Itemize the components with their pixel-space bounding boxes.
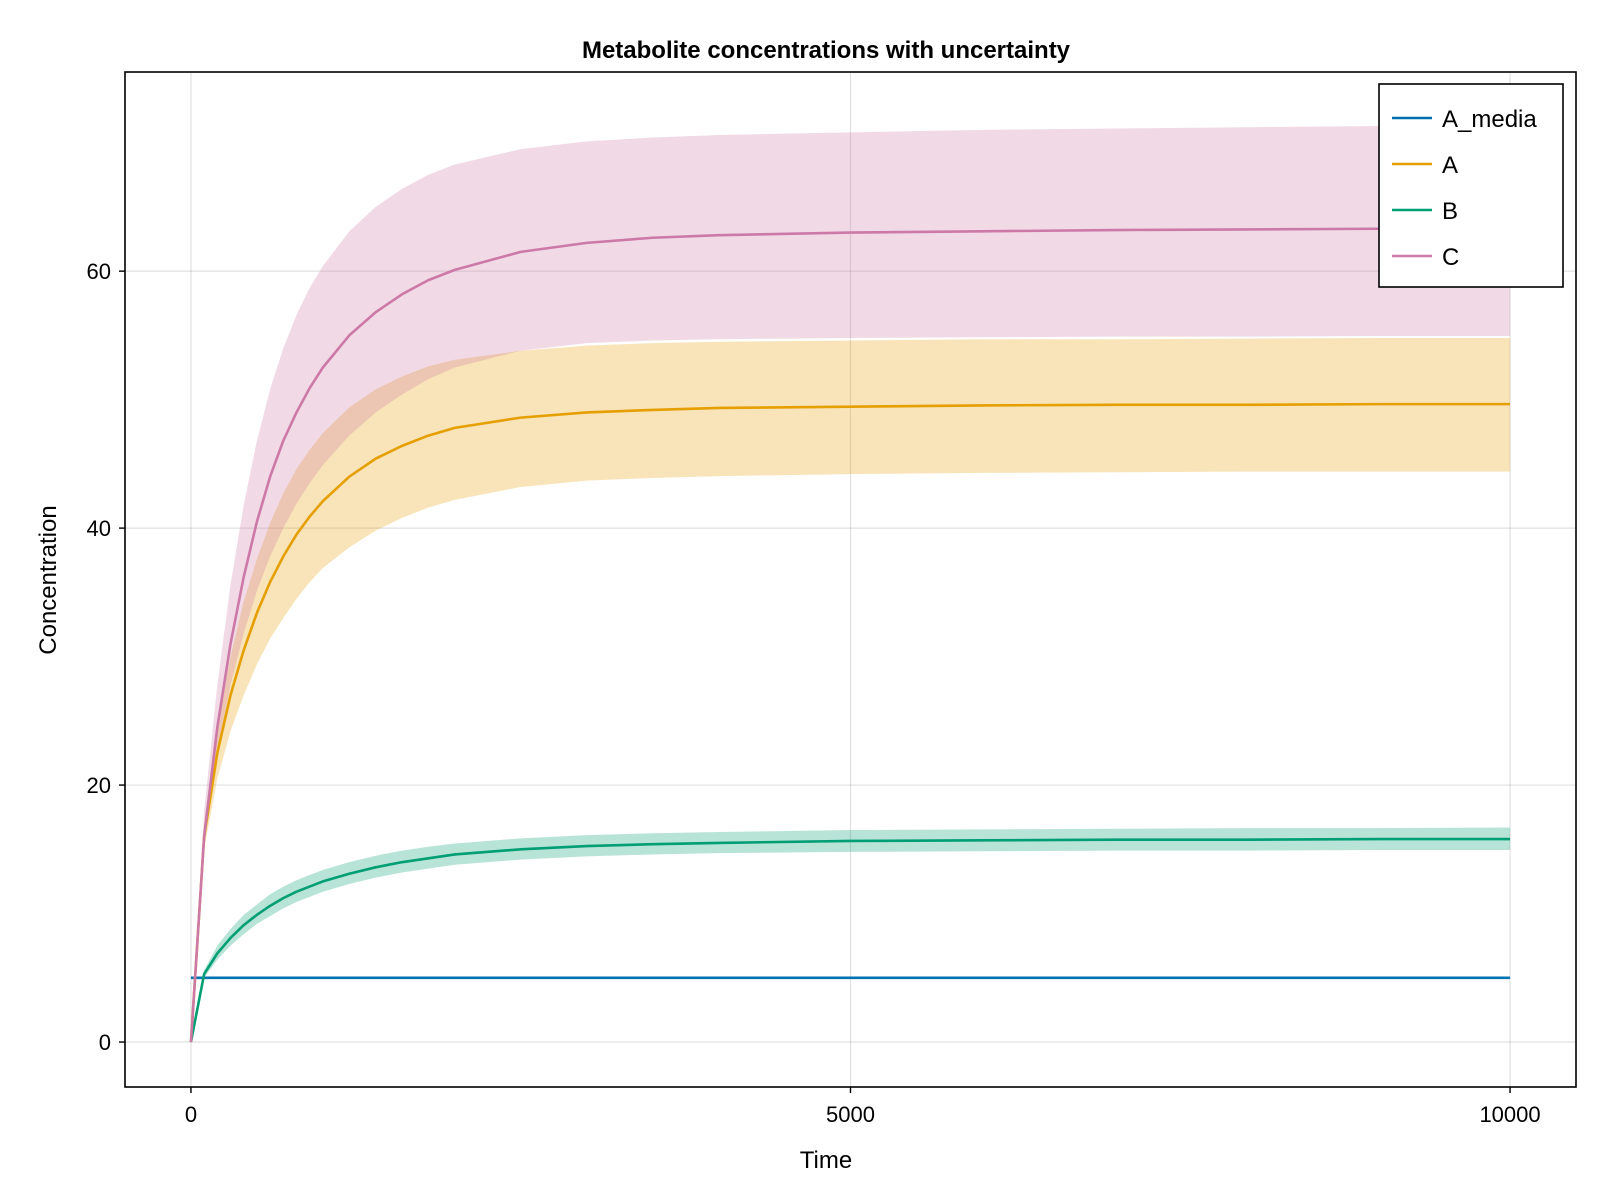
legend-label: A — [1442, 152, 1458, 179]
series-line-a — [189, 402, 1511, 1043]
x-tick-label: 10000 — [1479, 1102, 1540, 1127]
legend-label: B — [1442, 198, 1458, 225]
band-b — [190, 827, 1511, 1043]
band-c — [190, 125, 1511, 1043]
legend: A_media ABC — [1378, 83, 1564, 288]
x-tick-label: 0 — [185, 1102, 197, 1127]
x-axis-label: Time — [800, 1147, 852, 1174]
axis-ticks: 0 5000 10000 0 20 40 60 — [87, 259, 1541, 1127]
legend-items: A_media ABC — [1392, 106, 1537, 271]
legend-label: A_media — [1442, 106, 1537, 133]
chart-title: Metabolite concentrations with uncertain… — [582, 37, 1071, 64]
series-line-c — [189, 227, 1511, 1043]
y-tick-label: 20 — [87, 773, 111, 798]
y-tick-label: 40 — [87, 516, 111, 541]
legend-label: C — [1442, 244, 1459, 271]
y-tick-label: 60 — [87, 259, 111, 284]
x-tick-label: 5000 — [826, 1102, 875, 1127]
uncertainty-bands — [190, 125, 1511, 1043]
series-line-b — [189, 837, 1511, 1043]
y-tick-label: 0 — [99, 1030, 111, 1055]
band-a — [190, 337, 1511, 1043]
y-axis-label: Concentration — [35, 505, 62, 654]
series-lines — [189, 227, 1511, 1043]
